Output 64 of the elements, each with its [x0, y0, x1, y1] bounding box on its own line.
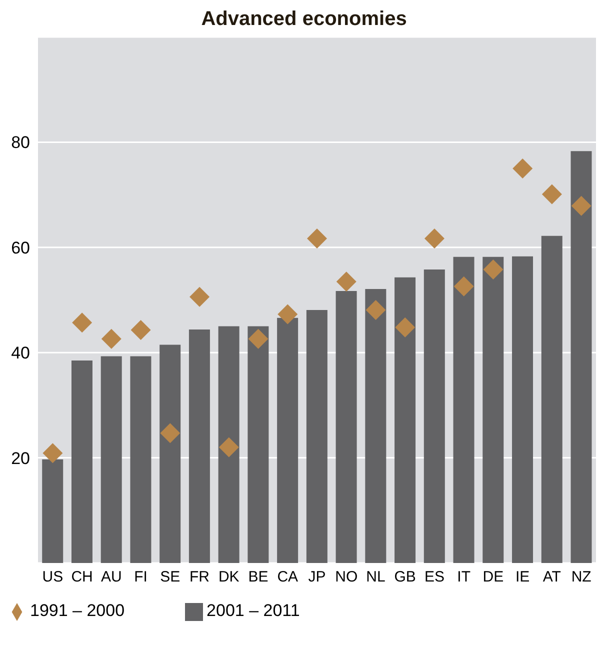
- x-tick-label: BE: [248, 568, 268, 586]
- point: [101, 328, 122, 349]
- point: [454, 276, 474, 296]
- x-tick-label: GB: [394, 568, 416, 586]
- point: [571, 196, 592, 216]
- x-tick-label: DE: [482, 568, 504, 586]
- bar: [512, 256, 534, 563]
- x-tick-label: AT: [542, 568, 561, 586]
- point: [72, 312, 92, 333]
- bar: [365, 288, 386, 563]
- point: [160, 423, 180, 444]
- bar: [248, 326, 269, 563]
- bar: [100, 356, 122, 563]
- x-tick-label: US: [42, 568, 64, 586]
- point: [336, 272, 356, 292]
- y-tick-label: 20: [11, 448, 30, 468]
- point: [42, 443, 63, 464]
- x-tick-label: ES: [424, 568, 444, 586]
- legend-label: 2001 – 2011: [206, 601, 300, 620]
- bar: [71, 360, 92, 563]
- y-tick-label: 60: [11, 238, 30, 258]
- x-tick-label: SE: [160, 568, 180, 586]
- bar: [306, 310, 328, 563]
- point: [542, 184, 562, 204]
- bar: [277, 318, 298, 563]
- bar: [218, 326, 240, 563]
- point: [218, 437, 239, 458]
- x-tick-label: JP: [308, 568, 326, 586]
- point: [512, 158, 533, 178]
- bar: [541, 236, 562, 563]
- y-tick-label: 40: [11, 344, 30, 363]
- legend-label: 1991 – 2000: [30, 601, 125, 620]
- bar: [424, 269, 445, 563]
- bar: [482, 256, 504, 563]
- x-tick-label: FR: [190, 568, 210, 586]
- point: [190, 286, 210, 307]
- x-tick-label: NL: [366, 568, 386, 586]
- x-tick-label: FI: [134, 568, 148, 586]
- point: [424, 228, 444, 248]
- x-tick-label: NO: [335, 568, 358, 586]
- y-tick-label: 80: [11, 133, 30, 152]
- chart-title: Advanced economies: [200, 8, 408, 31]
- bar: [130, 356, 152, 563]
- x-tick-label: NZ: [571, 568, 592, 586]
- bar: [188, 329, 210, 563]
- bar: [570, 151, 592, 563]
- point: [395, 317, 416, 338]
- point: [278, 304, 298, 324]
- point: [130, 320, 151, 340]
- bar: [160, 344, 181, 563]
- bar: [336, 291, 357, 563]
- x-tick-label: IT: [457, 568, 471, 586]
- point: [307, 228, 327, 248]
- point: [483, 259, 504, 280]
- x-tick-label: AU: [101, 568, 122, 586]
- x-tick-label: DK: [218, 568, 240, 586]
- x-tick-label: CA: [277, 568, 298, 586]
- bar: [394, 277, 416, 563]
- x-tick-label: IE: [515, 568, 530, 586]
- point: [248, 328, 268, 349]
- x-tick-label: CH: [71, 568, 93, 586]
- bar: [42, 459, 64, 563]
- bar: [453, 256, 474, 563]
- point: [366, 300, 386, 320]
